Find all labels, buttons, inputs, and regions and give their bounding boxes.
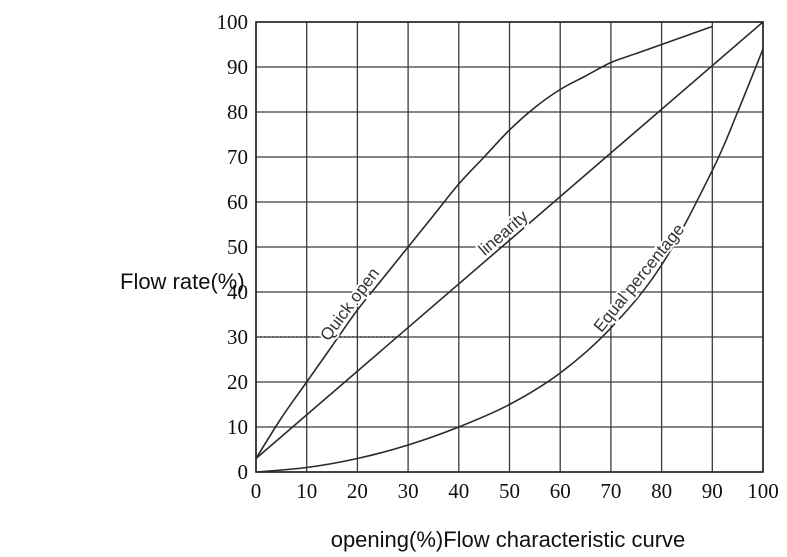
y-tick-label: 0 [238, 460, 249, 484]
series-line-linearity [255, 21, 764, 460]
y-tick-label: 80 [227, 100, 248, 124]
series-line-quick-open [255, 25, 713, 459]
y-tick-label: 100 [217, 10, 249, 34]
y-tick-label: 70 [227, 145, 248, 169]
y-axis-label: Flow rate(%) [120, 269, 245, 294]
y-tick-label: 60 [227, 190, 248, 214]
curve-labels: Quick open linearity Equal percentage [314, 204, 690, 346]
series-line-equal-percentage [255, 48, 764, 473]
series-layer [255, 21, 764, 473]
x-tick-labels: 0 10 20 30 40 50 60 70 80 90 100 [251, 479, 779, 503]
x-tick-label: 70 [600, 479, 621, 503]
x-tick-label: 20 [347, 479, 368, 503]
x-tick-label: 10 [296, 479, 317, 503]
x-tick-label: 80 [651, 479, 672, 503]
x-tick-label: 40 [448, 479, 469, 503]
x-axis-label: opening(%)Flow characteristic curve [331, 527, 686, 552]
y-tick-label: 50 [227, 235, 248, 259]
dotted-guides [255, 336, 409, 473]
x-tick-label: 60 [550, 479, 571, 503]
y-tick-label: 10 [227, 415, 248, 439]
x-tick-label: 0 [251, 479, 262, 503]
x-tick-label: 90 [702, 479, 723, 503]
y-tick-labels: 0 10 20 30 40 50 60 70 80 90 100 [217, 10, 249, 484]
series-label-linearity: linearity [475, 206, 532, 259]
series-label-equal-percentage: Equal percentage [590, 220, 688, 336]
plot-frame [255, 21, 764, 473]
series-label-quick-open: Quick open [316, 264, 383, 344]
y-tick-label: 40 [227, 280, 248, 304]
y-tick-label: 30 [227, 325, 248, 349]
grid [255, 21, 764, 473]
x-tick-label: 30 [398, 479, 419, 503]
x-tick-label: 50 [499, 479, 520, 503]
y-tick-label: 90 [227, 55, 248, 79]
x-tick-label: 100 [747, 479, 779, 503]
y-tick-label: 20 [227, 370, 248, 394]
